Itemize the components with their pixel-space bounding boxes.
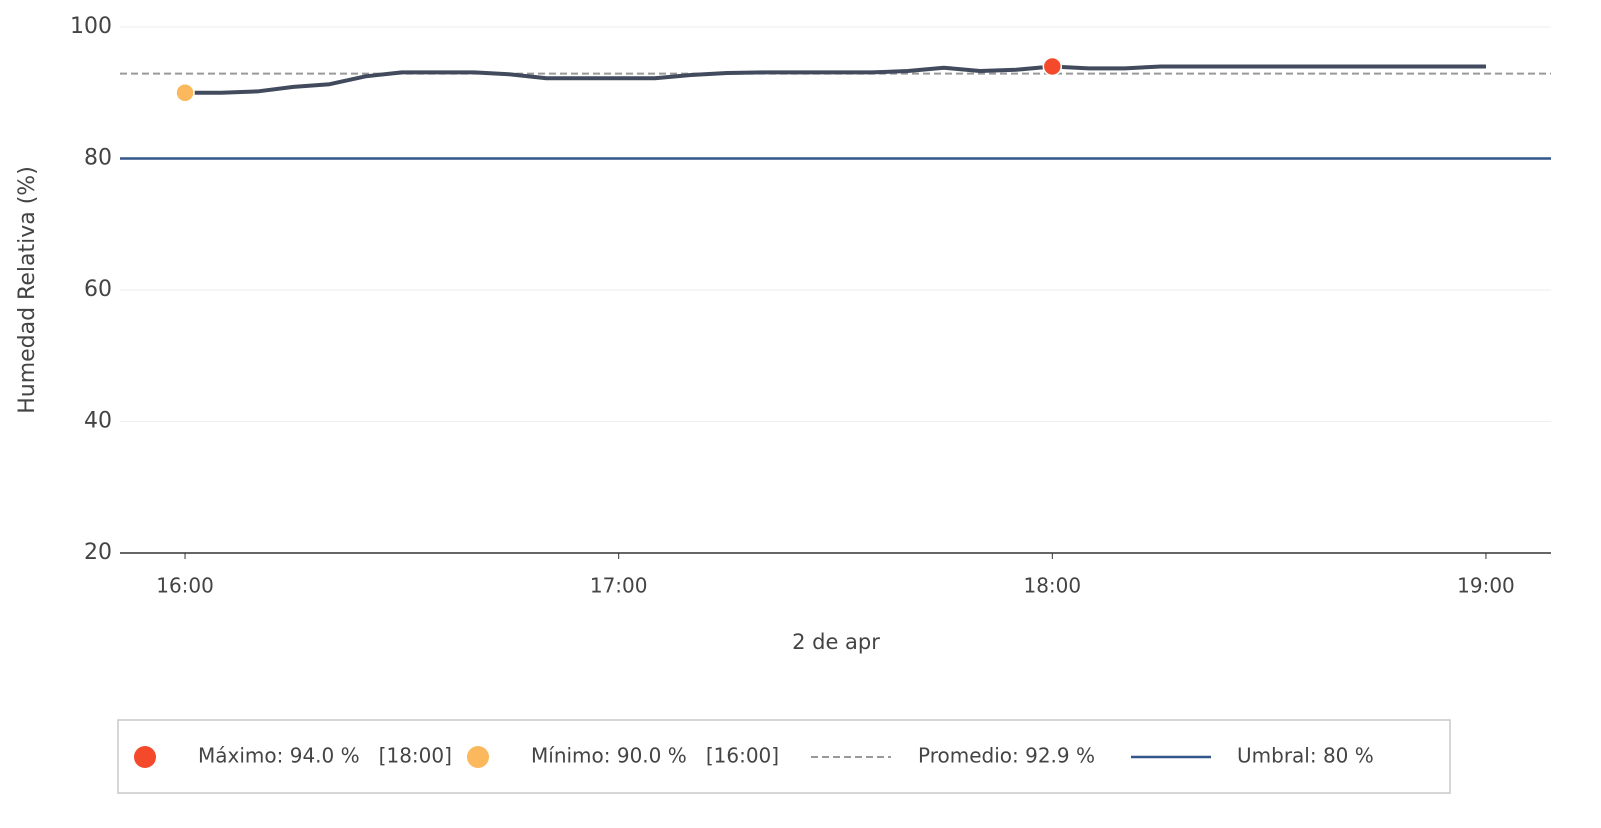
x-axis-label: 2 de apr (792, 630, 880, 654)
data-line (185, 64, 1486, 95)
x-tick-label: 16:00 (156, 574, 214, 598)
legend-box (117, 719, 1451, 794)
legend-label: Umbral: 80 % (1237, 744, 1374, 768)
x-tick-label: 19:00 (1457, 574, 1515, 598)
maximum-point (1042, 56, 1063, 77)
legend-label: Promedio: 92.9 % (918, 744, 1095, 768)
legend-label: Máximo: 94.0 % [18:00] (198, 744, 452, 768)
y-axis-label: Humedad Relativa (%) (15, 166, 40, 414)
legend-label: Mínimo: 90.0 % [16:00] (531, 744, 779, 768)
y-tick-label: 60 (84, 277, 112, 302)
y-tick-label: 20 (84, 540, 112, 565)
minimum-point (175, 83, 195, 103)
x-tick-label: 18:00 (1023, 574, 1081, 598)
x-tick-label: 17:00 (590, 574, 648, 598)
legend-marker (134, 746, 156, 768)
legend-marker (467, 746, 489, 768)
y-tick-label: 100 (70, 14, 112, 39)
y-tick-label: 40 (84, 409, 112, 434)
y-tick-label: 80 (84, 146, 112, 171)
